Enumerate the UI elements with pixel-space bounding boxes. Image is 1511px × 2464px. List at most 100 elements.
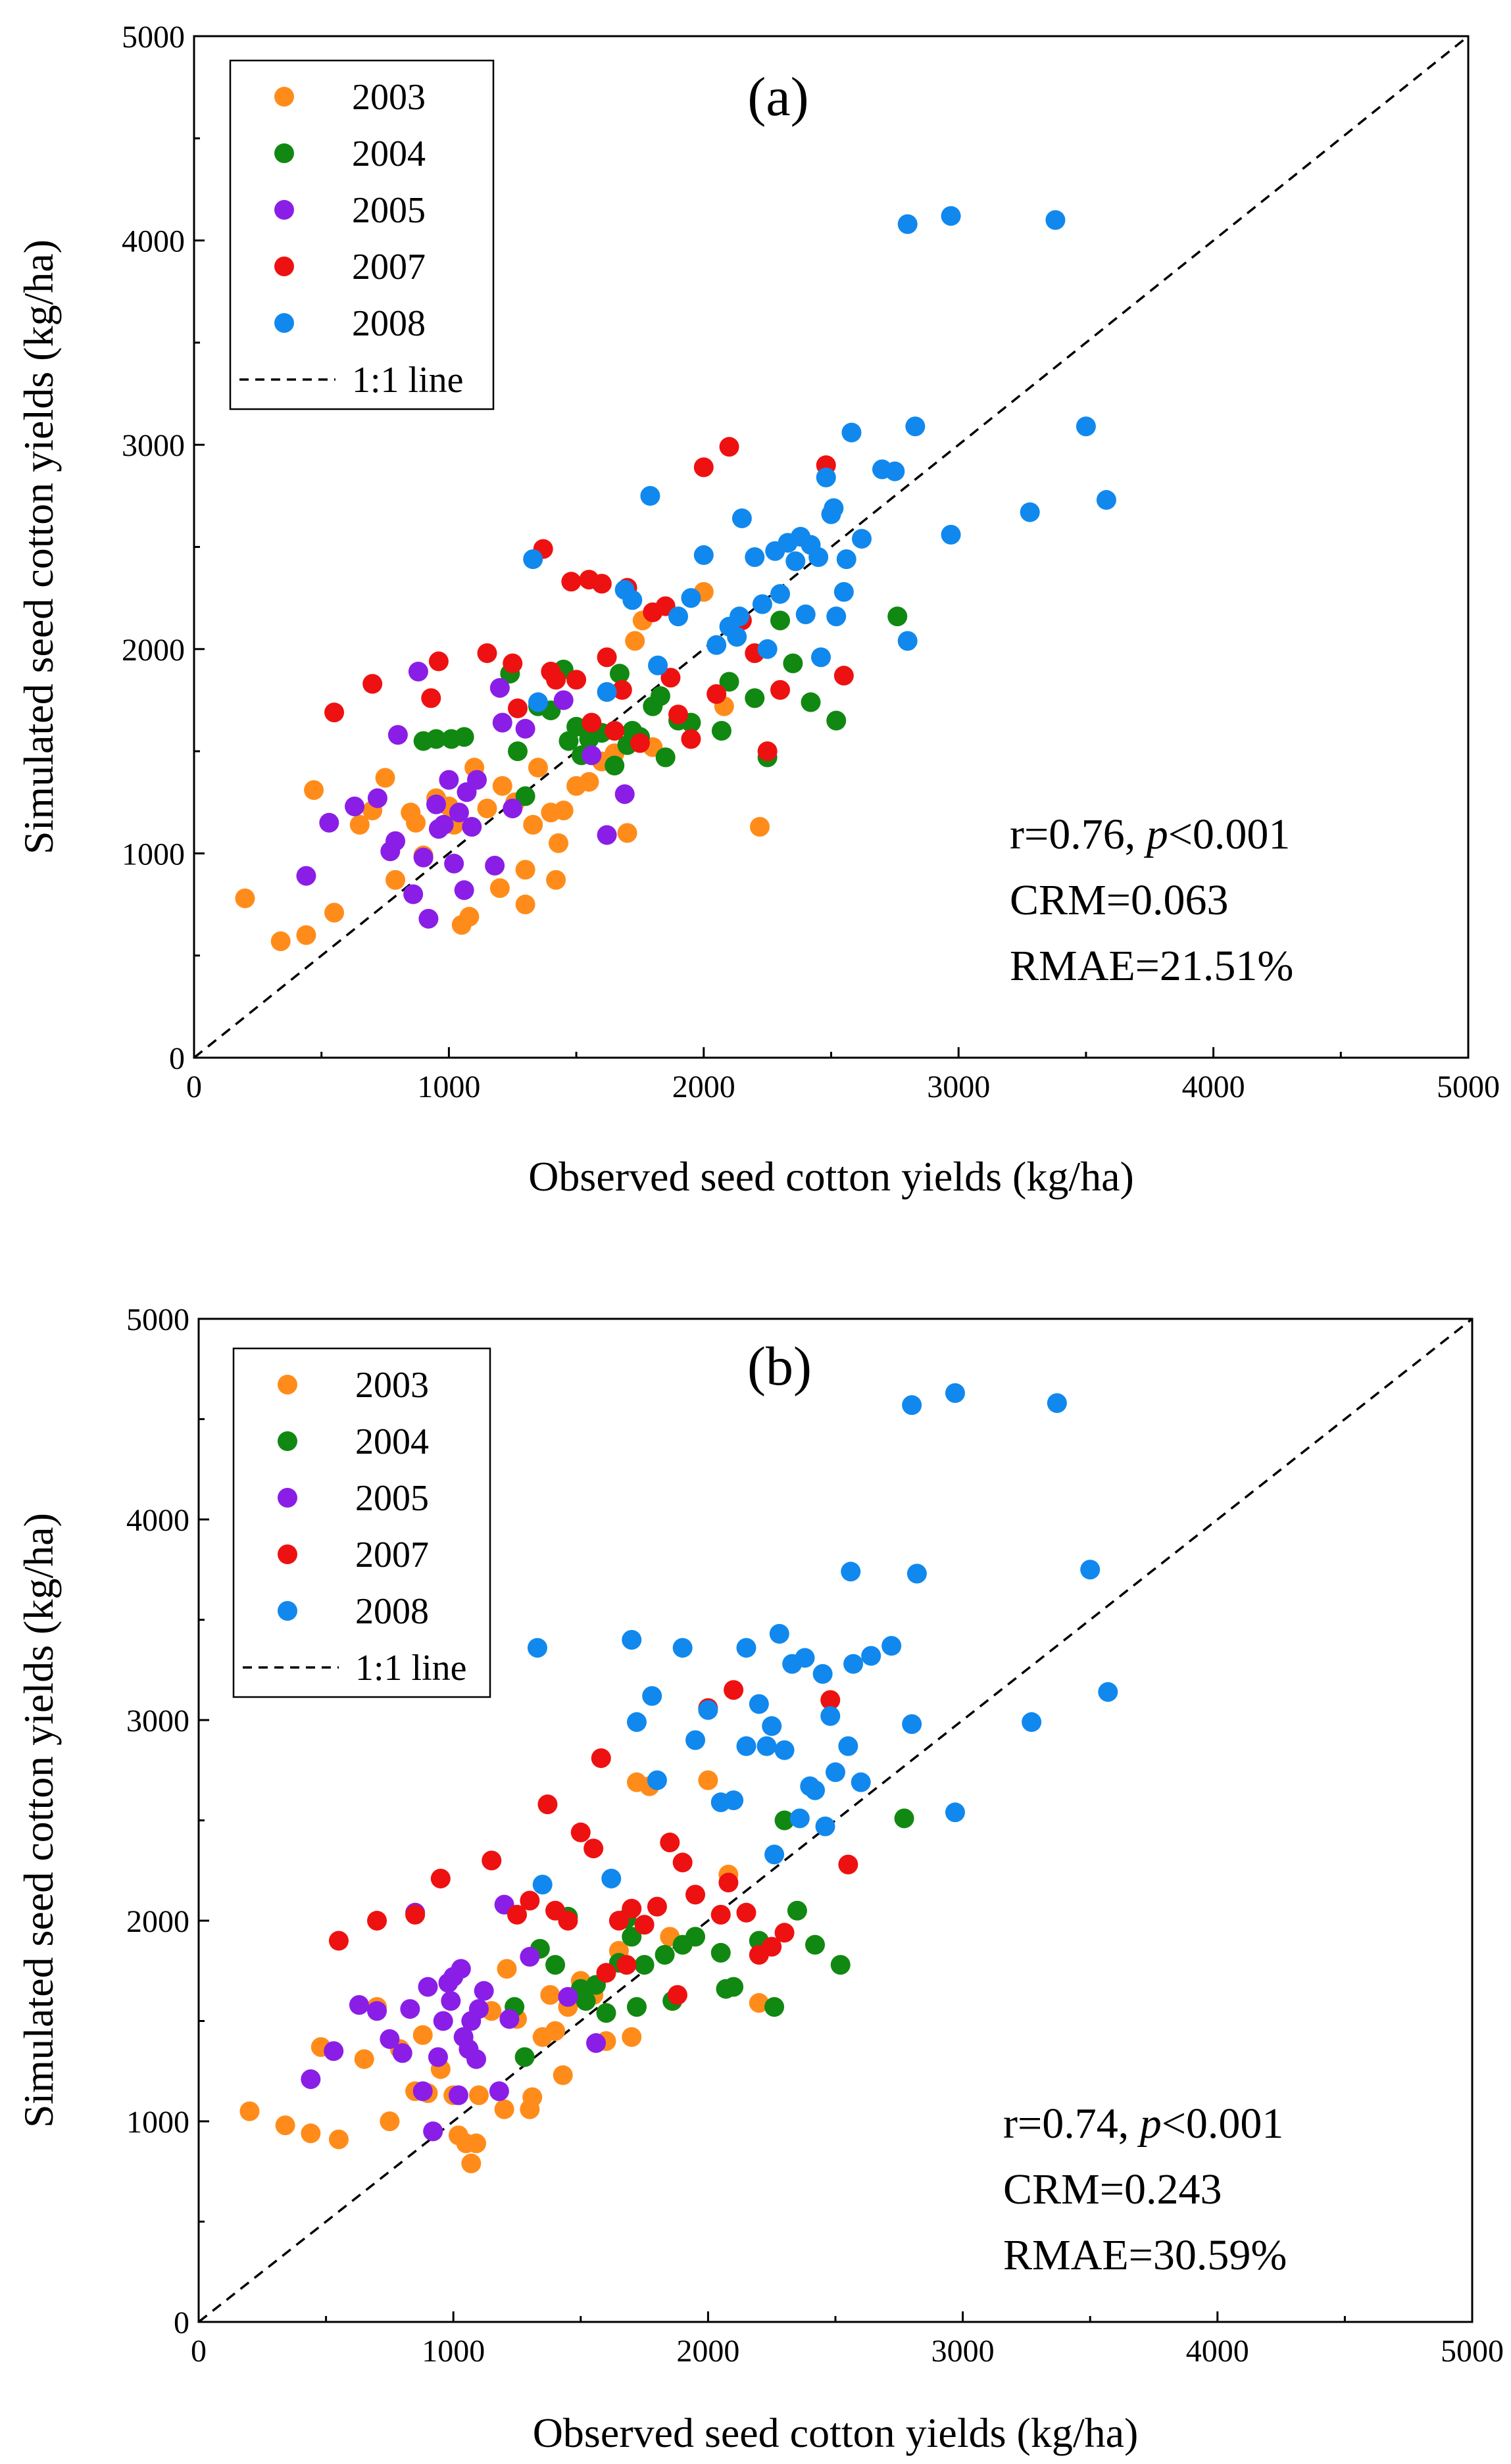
point-2007 — [582, 712, 602, 733]
point-2005 — [387, 725, 408, 745]
point-2003 — [349, 814, 370, 835]
point-2005 — [423, 2121, 443, 2142]
point-2008 — [528, 692, 548, 712]
point-2005 — [428, 2047, 448, 2067]
y-tick-label: 3000 — [122, 428, 185, 463]
point-2007 — [736, 1902, 756, 1923]
legend-marker-2007 — [278, 1544, 297, 1564]
point-2007 — [634, 1915, 655, 1935]
legend-marker-2008 — [274, 313, 294, 333]
point-2007 — [672, 1852, 693, 1873]
legend-marker-2005 — [278, 1488, 297, 1508]
point-2005 — [400, 1999, 420, 2019]
point-2008 — [902, 1714, 922, 1735]
point-2008 — [1020, 502, 1040, 522]
point-2008 — [881, 1636, 902, 1656]
point-2005 — [503, 799, 523, 819]
point-2003 — [239, 2101, 260, 2121]
point-2008 — [648, 655, 668, 676]
point-2008 — [905, 416, 926, 437]
point-2004 — [685, 1927, 706, 1947]
stat-p-symbol: p — [1144, 810, 1168, 858]
point-2003 — [301, 2123, 321, 2144]
point-2008 — [941, 524, 961, 545]
point-2008 — [841, 1562, 861, 1582]
y-axis-label: Simulated seed cotton yields (kg/ha) — [15, 239, 62, 854]
point-2005 — [433, 814, 454, 835]
point-2005 — [451, 1959, 471, 1979]
x-tick-label: 5000 — [1437, 1070, 1500, 1104]
point-2008 — [941, 206, 961, 226]
point-2007 — [774, 1923, 795, 1943]
point-2007 — [757, 741, 778, 762]
point-2007 — [558, 1911, 578, 1931]
point-2005 — [485, 856, 505, 876]
point-2008 — [642, 1686, 662, 1706]
point-2008 — [640, 485, 660, 506]
point-2004 — [609, 664, 630, 684]
point-2004 — [894, 1808, 914, 1829]
point-2007 — [681, 729, 701, 749]
point-2003 — [304, 780, 324, 801]
point-2005 — [474, 1981, 494, 2001]
point-2004 — [634, 1955, 655, 1975]
point-2008 — [785, 551, 806, 572]
point-2004 — [655, 747, 676, 768]
point-2005 — [492, 712, 512, 733]
point-2008 — [770, 583, 791, 604]
point-2003 — [522, 2087, 543, 2107]
point-2008 — [1022, 1712, 1042, 1733]
point-2008 — [812, 1663, 833, 1684]
point-2005 — [392, 2043, 412, 2063]
point-2008 — [820, 1706, 841, 1726]
legend-marker-2004 — [278, 1431, 297, 1451]
legend-label-2003: 2003 — [352, 77, 426, 118]
point-2008 — [1098, 1682, 1118, 1702]
y-tick-label: 5000 — [126, 1302, 189, 1337]
legend-marker-2005 — [274, 200, 294, 220]
x-tick-label: 3000 — [931, 2334, 995, 2369]
point-2007 — [561, 572, 582, 592]
stat-crm: CRM=0.243 — [1003, 2165, 1222, 2213]
point-2007 — [660, 668, 681, 688]
point-2008 — [698, 1700, 718, 1720]
point-2008 — [736, 1638, 756, 1658]
point-2003 — [406, 812, 426, 833]
point-2007 — [421, 688, 441, 708]
point-2003 — [749, 1993, 769, 2013]
point-2008 — [597, 682, 617, 702]
point-2003 — [546, 870, 566, 890]
point-2007 — [324, 702, 345, 723]
point-2008 — [808, 547, 829, 568]
point-2008 — [1096, 490, 1116, 510]
point-2005 — [466, 2049, 487, 2069]
x-tick-label: 4000 — [1182, 1070, 1245, 1104]
legend-label-2004: 2004 — [352, 134, 426, 174]
point-2004 — [545, 1955, 566, 1975]
legend-box — [232, 1347, 491, 1698]
point-2003 — [515, 895, 535, 915]
point-2008 — [626, 1712, 647, 1733]
point-2003 — [459, 906, 480, 927]
point-2008 — [1080, 1560, 1101, 1580]
point-2004 — [514, 2047, 535, 2067]
point-2008 — [824, 498, 844, 518]
y-tick-label: 0 — [174, 2305, 189, 2340]
point-2003 — [466, 2133, 487, 2154]
panel-title: (a) — [747, 66, 808, 128]
stat-p-value: <0.001 — [1168, 810, 1291, 858]
point-2007 — [630, 733, 650, 753]
point-2004 — [805, 1934, 826, 1955]
point-2003 — [354, 2049, 374, 2069]
point-2003 — [296, 925, 316, 945]
point-2008 — [622, 1630, 642, 1650]
point-2004 — [515, 786, 535, 806]
point-2007 — [647, 1896, 667, 1917]
point-2008 — [532, 1875, 553, 1895]
panel-b: 0 1000 2000 3000 4000 5000 0 1000 2000 3000 4000 50… — [15, 1302, 1504, 2456]
point-2003 — [625, 631, 645, 651]
legend-label-1-1-line: 1:1 line — [355, 1648, 467, 1688]
point-2003 — [497, 1959, 517, 1979]
point-2003 — [540, 1984, 560, 2005]
point-2003 — [324, 902, 345, 923]
